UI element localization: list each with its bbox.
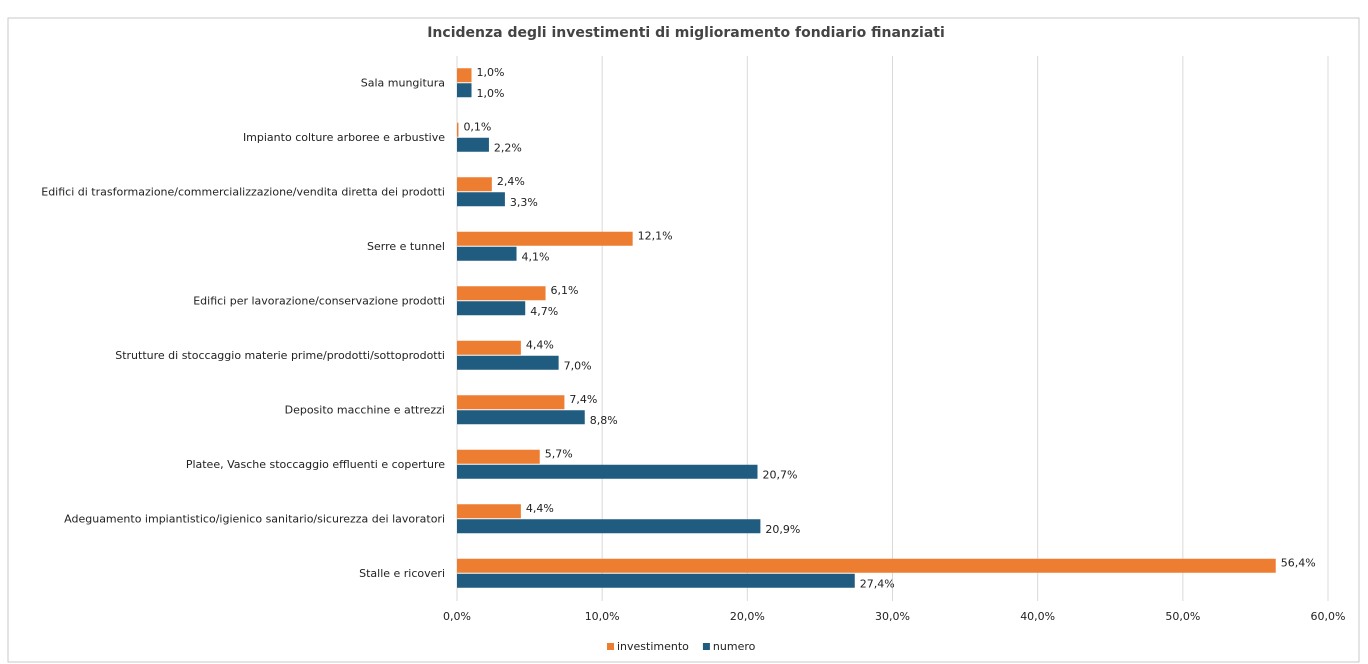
bar bbox=[457, 68, 472, 83]
x-tick-label: 60,0% bbox=[1311, 610, 1346, 623]
data-label: 27,4% bbox=[860, 577, 895, 590]
x-tick-label: 30,0% bbox=[875, 610, 910, 623]
y-tick-label: Serre e tunnel bbox=[367, 240, 445, 253]
bar bbox=[457, 519, 761, 534]
y-tick-label: Impianto colture arboree e arbustive bbox=[243, 131, 445, 144]
bar bbox=[457, 137, 489, 152]
bar bbox=[457, 231, 633, 246]
data-label: 2,4% bbox=[497, 175, 525, 188]
bar bbox=[457, 410, 585, 425]
y-tick-label: Stalle e ricoveri bbox=[359, 567, 445, 580]
data-label: 8,8% bbox=[590, 414, 618, 427]
bar bbox=[457, 449, 540, 464]
bar bbox=[457, 286, 546, 301]
data-label: 1,0% bbox=[477, 87, 505, 100]
data-label: 7,0% bbox=[564, 359, 592, 372]
y-tick-label: Adeguamento impiantistico/igienico sanit… bbox=[64, 512, 445, 525]
chart-title: Incidenza degli investimenti di migliora… bbox=[427, 25, 945, 41]
bar bbox=[457, 192, 505, 207]
bar bbox=[457, 246, 517, 261]
data-label: 2,2% bbox=[494, 141, 522, 154]
chart-frame bbox=[7, 17, 1360, 663]
y-tick-label: Edifici di trasformazione/commercializza… bbox=[41, 185, 445, 198]
data-label: 20,7% bbox=[762, 468, 797, 481]
bar bbox=[457, 355, 559, 370]
x-tick-label: 40,0% bbox=[1020, 610, 1055, 623]
data-label: 5,7% bbox=[545, 447, 573, 460]
legend-swatch bbox=[702, 643, 710, 650]
y-tick-label: Sala mungitura bbox=[361, 76, 445, 89]
x-tick-label: 20,0% bbox=[730, 610, 765, 623]
data-label: 12,1% bbox=[638, 229, 673, 242]
bar bbox=[457, 83, 472, 98]
bar bbox=[457, 340, 521, 355]
data-label: 4,4% bbox=[526, 338, 554, 351]
bar bbox=[457, 301, 526, 316]
y-tick-label: Edifici per lavorazione/conservazione pr… bbox=[193, 294, 445, 307]
bar bbox=[457, 464, 758, 479]
bar bbox=[457, 558, 1276, 573]
data-label: 4,1% bbox=[522, 250, 550, 263]
bar bbox=[457, 504, 521, 519]
bar bbox=[457, 395, 565, 410]
data-label: 0,1% bbox=[463, 120, 491, 133]
data-label: 4,7% bbox=[530, 305, 558, 318]
data-label: 56,4% bbox=[1281, 556, 1316, 569]
data-label: 1,0% bbox=[477, 66, 505, 79]
y-tick-label: Strutture di stoccaggio materie prime/pr… bbox=[115, 349, 445, 362]
bar bbox=[457, 177, 492, 192]
x-tick-label: 50,0% bbox=[1165, 610, 1200, 623]
x-tick-label: 0,0% bbox=[443, 610, 471, 623]
y-tick-label: Deposito macchine e attrezzi bbox=[285, 403, 445, 416]
data-label: 7,4% bbox=[569, 393, 597, 406]
legend-label: numero bbox=[713, 640, 756, 653]
data-label: 3,3% bbox=[510, 196, 538, 209]
data-label: 6,1% bbox=[551, 284, 579, 297]
data-label: 4,4% bbox=[526, 502, 554, 515]
bar bbox=[457, 573, 855, 588]
legend-label: investimento bbox=[617, 640, 689, 653]
y-tick-label: Platee, Vasche stoccaggio effluenti e co… bbox=[186, 458, 445, 471]
bar bbox=[457, 122, 459, 137]
legend-swatch bbox=[607, 643, 614, 650]
x-tick-label: 10,0% bbox=[585, 610, 620, 623]
data-label: 20,9% bbox=[765, 523, 800, 536]
